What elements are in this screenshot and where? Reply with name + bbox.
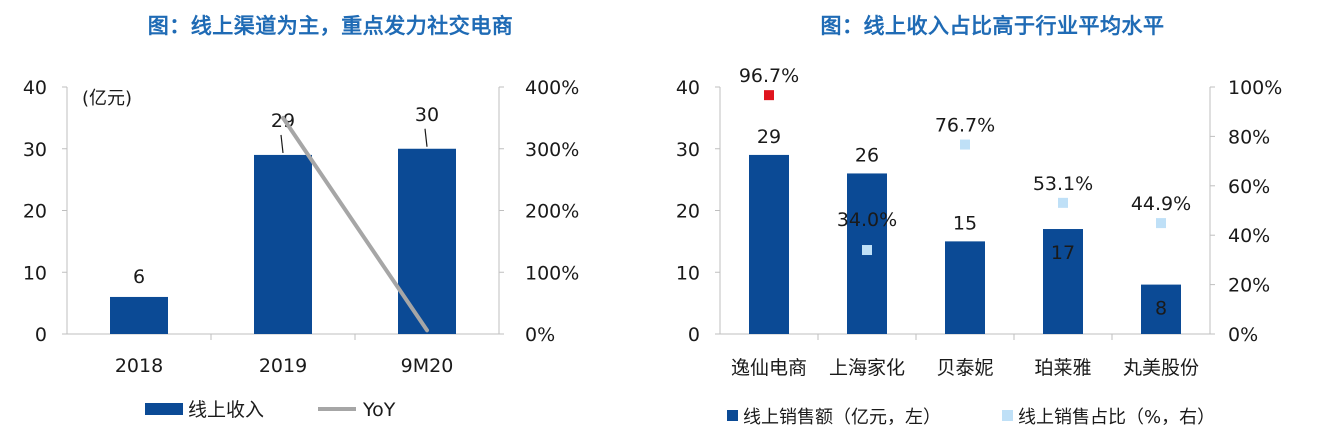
right-chart-bar-data-label: 8 xyxy=(1155,298,1167,320)
right-chart-y2-tick-label: 20% xyxy=(1228,275,1270,297)
left-chart-legend-label: YoY xyxy=(362,399,396,421)
left-chart-y2-tick-label: 300% xyxy=(525,139,579,161)
right-chart-share-point xyxy=(1156,218,1166,229)
left-chart-y-tick-label: 0 xyxy=(35,324,47,346)
right-chart-y2-tick-label: 60% xyxy=(1228,176,1270,198)
right-chart-share-data-label: 34.0% xyxy=(837,209,897,231)
left-chart-y-tick-label: 30 xyxy=(23,139,47,161)
left-chart-x-tick-label: 2019 xyxy=(259,355,307,377)
right-chart-y-tick-label: 30 xyxy=(676,139,700,161)
right-chart-x-tick-label: 逸仙电商 xyxy=(731,357,807,379)
left-chart-y2-tick-label: 100% xyxy=(525,262,579,284)
left-chart-title: 图：线上渠道为主，重点发力社交电商 xyxy=(147,14,514,38)
right-chart-legend-label: 线上销售额（亿元，左） xyxy=(743,407,941,428)
left-chart-bar-data-label: 6 xyxy=(133,266,145,288)
right-chart-x-tick-label: 贝泰妮 xyxy=(936,357,993,379)
left-chart-unit-label: (亿元) xyxy=(82,88,132,109)
right-chart-y2-tick-label: 40% xyxy=(1228,225,1270,247)
right-chart-bar xyxy=(749,154,789,334)
left-chart-data-label-leader xyxy=(424,128,428,147)
left-chart-y-tick-label: 40 xyxy=(23,77,47,99)
right-chart-y-tick-label: 0 xyxy=(688,324,700,346)
right-chart-y2-tick-label: 100% xyxy=(1228,77,1282,99)
left-chart-bar xyxy=(254,154,312,334)
left-chart-yoy-line xyxy=(281,115,429,333)
right-chart-y-tick-label: 40 xyxy=(676,77,700,99)
left-chart-y2-tick-label: 200% xyxy=(525,201,579,223)
left-chart-y2-tick-label: 0% xyxy=(525,324,555,346)
right-chart-bar xyxy=(1141,284,1181,334)
right-chart-share-data-label: 96.7% xyxy=(739,65,799,87)
right-chart-share-point xyxy=(862,245,872,256)
right-chart-bar-data-label: 17 xyxy=(1051,242,1075,264)
right-chart-title: 图：线上收入占比高于行业平均水平 xyxy=(820,14,1165,38)
left-chart-data-label-leader xyxy=(280,134,284,153)
right-chart-share-data-label: 53.1% xyxy=(1033,173,1093,195)
right-chart-legend-swatch-point xyxy=(1002,410,1013,421)
right-chart-y-tick-label: 20 xyxy=(676,201,700,223)
right-chart-share-data-label: 76.7% xyxy=(935,115,995,137)
right-chart-y-tick-label: 10 xyxy=(676,262,700,284)
right-chart-share-point xyxy=(1058,197,1068,208)
right-chart-share-point xyxy=(764,90,774,101)
right-chart-y2-tick-label: 0% xyxy=(1228,324,1258,346)
right-chart-bar-data-label: 29 xyxy=(757,126,781,148)
left-chart-y-tick-label: 20 xyxy=(23,201,47,223)
left-chart-bar xyxy=(398,148,456,334)
left-chart-bar xyxy=(110,296,168,334)
right-chart-legend-label: 线上销售占比（%，右） xyxy=(1018,407,1215,428)
left-chart-legend-swatch-bar xyxy=(145,403,183,415)
right-chart-share-data-label: 44.9% xyxy=(1131,193,1191,215)
right-chart-x-tick-label: 珀莱雅 xyxy=(1034,357,1091,379)
left-chart-y2-tick-label: 400% xyxy=(525,77,579,99)
right-chart-bar-data-label: 26 xyxy=(855,144,879,166)
left-chart-y-tick-label: 10 xyxy=(23,262,47,284)
right-chart-y2-tick-label: 80% xyxy=(1228,126,1270,148)
left-chart-x-tick-label: 9M20 xyxy=(401,355,454,377)
left-chart-x-tick-label: 2018 xyxy=(115,355,163,377)
right-chart-x-tick-label: 上海家化 xyxy=(829,357,905,379)
right-chart-bar xyxy=(945,241,985,334)
right-chart-bar-data-label: 15 xyxy=(953,212,977,234)
right-chart-share-point xyxy=(960,139,970,150)
right-chart-legend-swatch-bar xyxy=(727,410,738,421)
left-chart-bar-data-label: 30 xyxy=(415,104,439,126)
right-chart-x-tick-label: 丸美股份 xyxy=(1123,357,1199,379)
right-chart-bar xyxy=(1043,229,1083,334)
left-chart-legend-label: 线上收入 xyxy=(188,399,264,421)
